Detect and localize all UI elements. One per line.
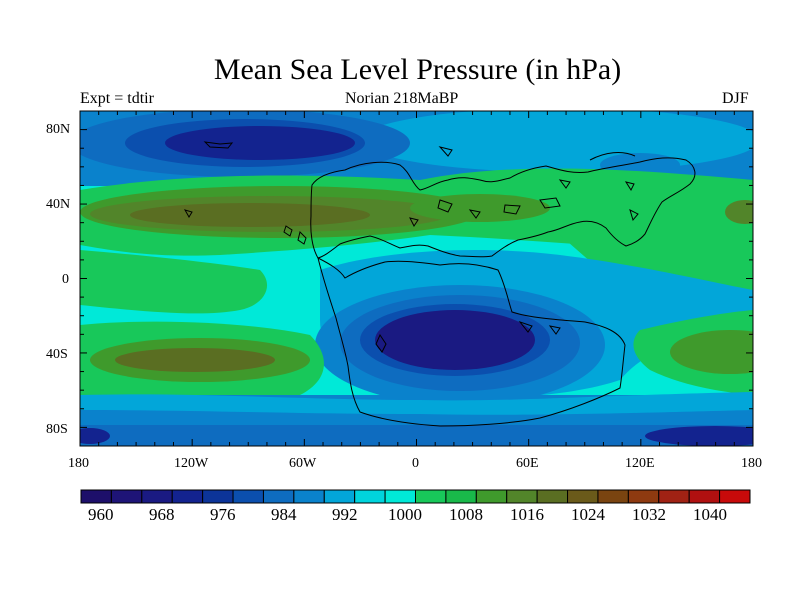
south-east-low [645,426,753,446]
colorbar-swatch [354,489,386,504]
south-island-c [375,333,387,353]
experiment-label: Expt = tdtir [80,90,154,107]
lon-label-180e: 180 [741,456,762,471]
east-coast-detail [589,152,636,161]
colorbar-label-1024: 1024 [571,505,605,524]
north-high-east [410,194,550,222]
lon-label-180w: 180 [68,456,89,471]
map-frame [79,110,754,447]
colorbar-swatch [627,489,660,504]
colorbar-label-960: 960 [88,505,114,524]
tethys-island-d [539,197,561,209]
north-island-a [438,146,453,157]
colorbar-swatch [323,489,356,504]
colorbar-swatch [110,489,143,504]
map-title: Mean Sea Level Pressure (in hPa) [213,53,622,86]
north-blue-zone [360,111,753,172]
east-island-c [629,209,639,222]
lon-label-120w: 120W [174,456,209,471]
season-label: DJF [722,90,749,107]
period-label: Norian 218MaBP [345,90,459,107]
lon-label-120e: 120E [625,456,655,471]
colorbar-label-1032: 1032 [632,505,666,524]
colorbar-swatch [202,489,234,504]
pacific-island-a [183,209,193,218]
lon-label-60e: 60E [516,456,539,471]
colorbar-swatch [415,489,447,504]
east-green-tongue [560,235,753,291]
north-high-edge [725,200,753,224]
south-low-core [375,310,535,370]
colorbar-label-1008: 1008 [449,505,483,524]
east-island-b [624,181,635,192]
tick-marks [79,110,754,447]
coastlines [183,141,696,427]
colorbar-swatch [141,489,173,504]
colorbar-swatch [384,489,416,504]
colorbar-swatch [475,489,508,504]
west-green-tongue [80,250,268,314]
colorbar-label-1040: 1040 [693,505,727,524]
east-island-a [558,179,571,189]
west-island-a [297,231,307,245]
pressure-field [80,111,753,446]
colorbar-label-1016: 1016 [510,505,544,524]
south-west-low [80,428,110,444]
lon-label-0: 0 [412,456,419,471]
south-band-light [80,392,753,415]
lat-label-80n: 80N [46,122,71,137]
lat-label-40n: 40N [46,197,71,212]
colorbar-swatch [688,489,721,504]
colorbar-label-1000: 1000 [388,505,422,524]
colorbar [80,489,751,504]
colorbar-swatch [567,489,599,504]
lat-label-40s: 40S [46,347,68,362]
colorbar-label-984: 984 [271,505,297,524]
tethys-island-b [468,209,481,219]
colorbar-label-976: 976 [210,505,236,524]
north-continent-outline [310,157,696,259]
colorbar-swatch [445,489,477,504]
colorbar-label-992: 992 [332,505,358,524]
colorbar-swatch [171,489,204,504]
tethys-island-e [409,217,419,227]
west-island-b [283,225,293,237]
colorbar-label-968: 968 [149,505,175,524]
colorbar-swatch [506,489,538,504]
south-west-core [115,348,275,372]
north-low-core [165,126,355,160]
colorbar-swatch [293,489,325,504]
tethys-island-c [503,204,521,215]
colorbar-swatch [262,489,295,504]
tethys-island-a [437,199,453,213]
south-island-a [518,320,533,333]
lon-label-60w: 60W [289,456,317,471]
south-edge [80,425,753,446]
colorbar-swatch [80,489,112,504]
colorbar-swatch [597,489,629,504]
colorbar-swatch [232,489,264,504]
north-high-core [130,203,370,227]
colorbar-swatch [536,489,569,504]
south-island-b [548,325,561,335]
colorbar-swatch [719,489,751,504]
arctic-island-outline [203,141,234,149]
lat-label-0: 0 [62,272,69,287]
south-continent-outline [317,257,626,427]
colorbar-swatch [658,489,690,504]
lat-label-80s: 80S [46,422,68,437]
south-east-olive [670,330,753,374]
